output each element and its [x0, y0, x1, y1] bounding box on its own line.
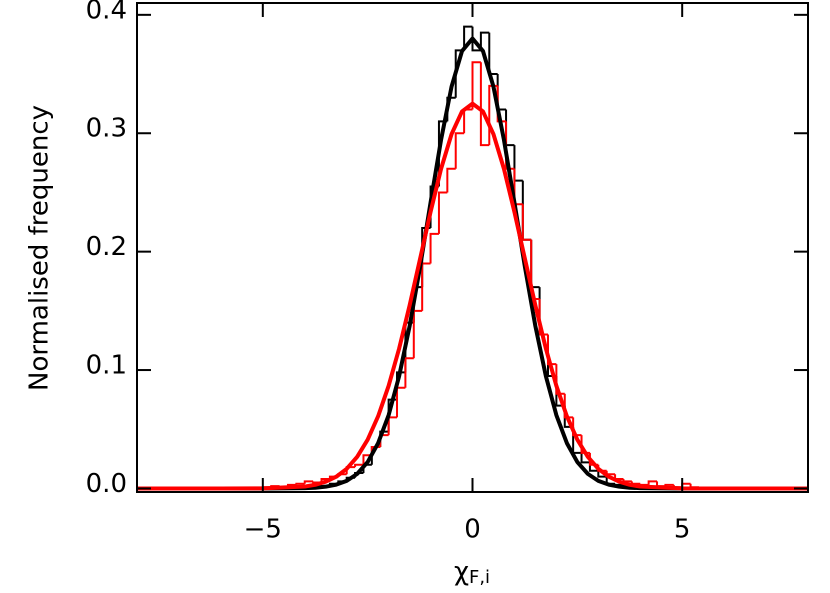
fit-curve: [137, 101, 808, 491]
histogram-step: [479, 31, 490, 51]
histogram-step: [463, 108, 473, 134]
y-axis-label: Normalised frequency: [25, 105, 55, 391]
histogram-step: [421, 262, 431, 311]
histogram-step: [479, 62, 490, 147]
histogram-step: [597, 470, 607, 478]
histogram-step: [505, 121, 515, 170]
y-tick-label: 0.1: [86, 351, 127, 381]
histogram-step: [513, 145, 523, 182]
histogram-step: [505, 109, 515, 147]
histogram-step: [362, 454, 372, 465]
histogram-step: [521, 180, 532, 241]
x-tick-label: 5: [674, 515, 691, 545]
histogram-step: [429, 232, 439, 264]
histogram-step: [471, 61, 481, 110]
histogram-step: [404, 357, 414, 388]
histogram-step: [622, 478, 632, 483]
histogram: [220, 61, 725, 490]
histogram-step: [580, 452, 590, 464]
y-tick-label: 0.2: [86, 232, 127, 262]
y-tick-label: 0.4: [86, 0, 127, 25]
histogram-step: [396, 386, 406, 418]
x-tick-label: 0: [464, 515, 481, 545]
histogram-step: [412, 309, 423, 359]
histogram-step: [387, 416, 398, 436]
histogram-step: [563, 393, 574, 419]
histogram-step: [354, 463, 364, 468]
histogram-step: [530, 239, 540, 289]
histogram-step: [555, 364, 565, 395]
histogram-step: [303, 480, 314, 484]
histogram-step: [546, 334, 557, 366]
histogram-step: [454, 132, 465, 169]
histogram-step: [295, 482, 305, 485]
fit-curve: [137, 36, 808, 491]
x-axis-label: χF,i: [454, 557, 490, 589]
histogram-step: [488, 32, 498, 76]
histogram-step: [538, 299, 548, 336]
x-label-subscript: F,i: [469, 567, 490, 588]
x-label-symbol: χ: [454, 557, 469, 587]
histogram-step: [437, 191, 448, 234]
y-tick-label: 0.3: [86, 114, 127, 144]
x-tick-label: −5: [244, 515, 282, 545]
y-tick-label: 0.0: [86, 469, 127, 499]
histogram-step: [521, 204, 532, 241]
histogram-step: [463, 25, 473, 51]
histogram-step: [446, 167, 456, 193]
histogram-step: [647, 480, 658, 485]
histogram-step: [471, 26, 481, 52]
